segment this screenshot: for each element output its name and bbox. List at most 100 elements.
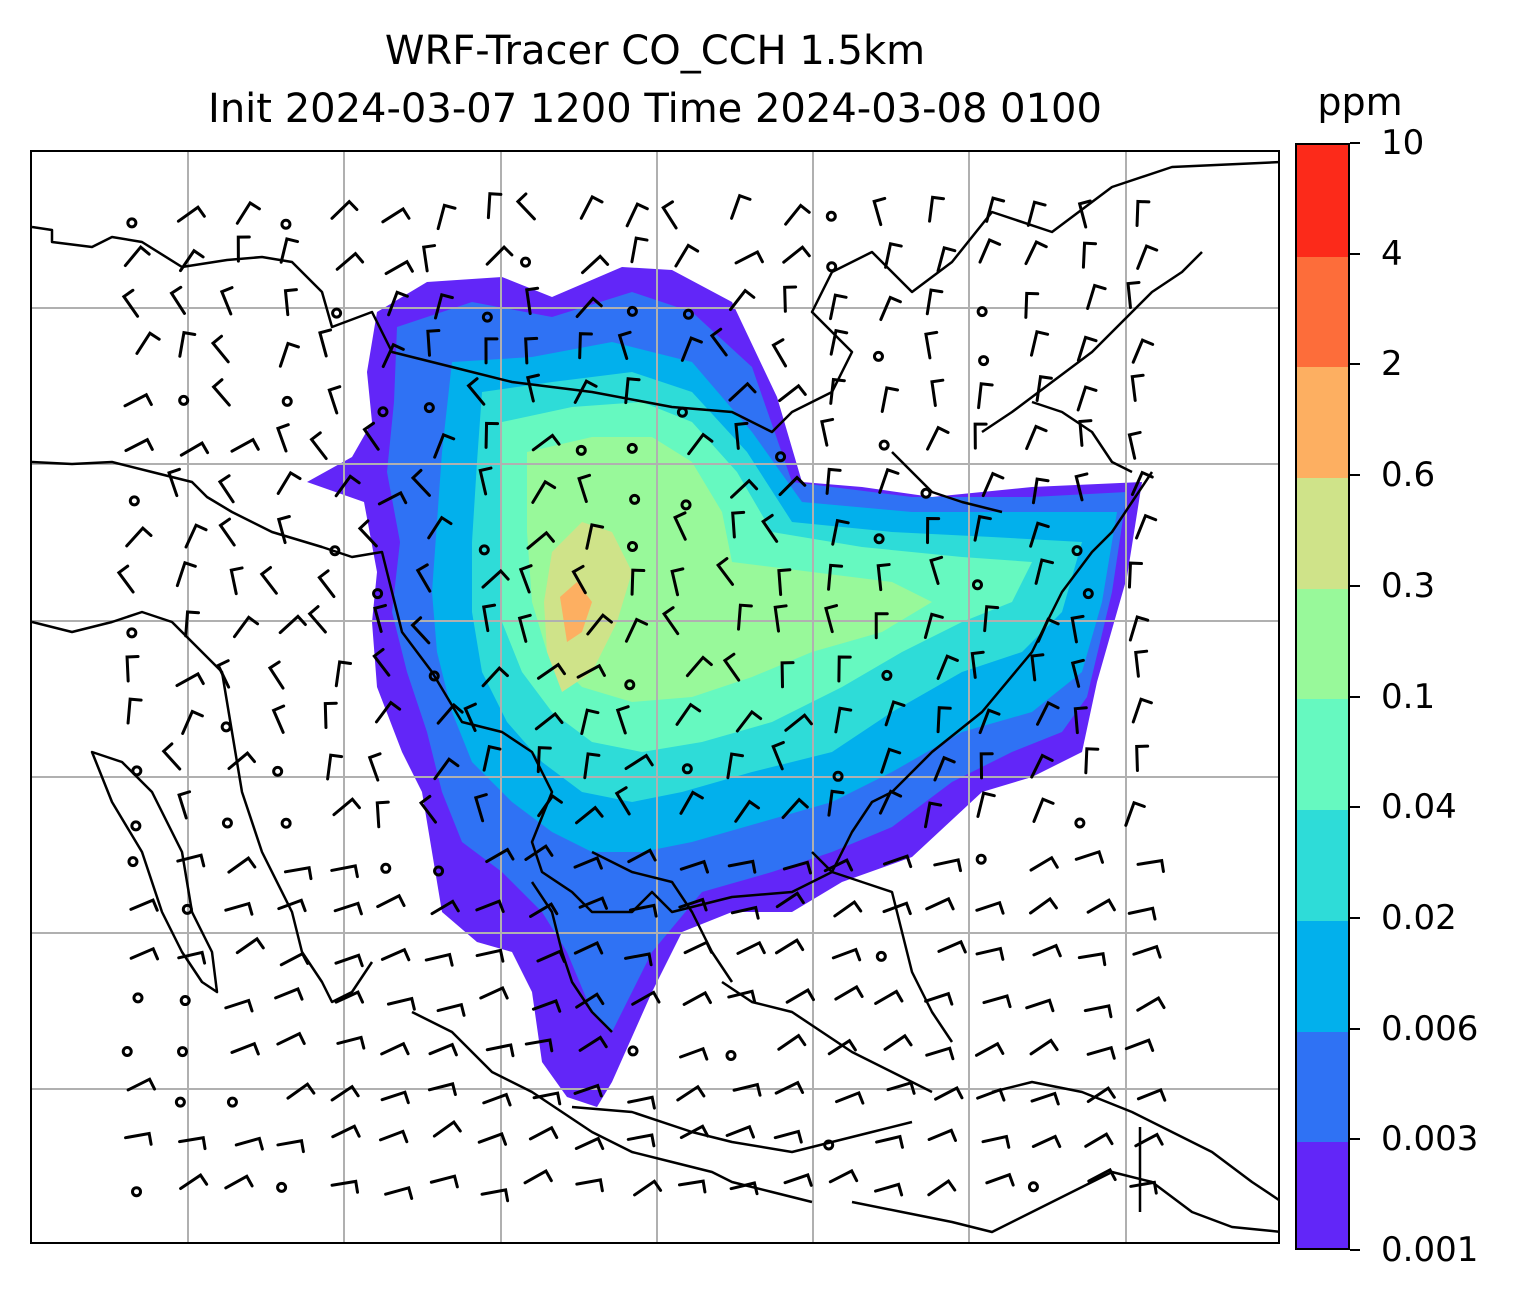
wind-barb xyxy=(735,709,763,733)
wind-barb xyxy=(334,953,364,968)
calm-wind-marker xyxy=(971,579,983,591)
wind-barb xyxy=(882,901,912,916)
wind-barb xyxy=(230,437,260,453)
wind-barb xyxy=(685,655,713,678)
wind-barb xyxy=(673,511,687,541)
wind-barb xyxy=(176,205,206,223)
wind-barb xyxy=(878,789,903,815)
wind-barb xyxy=(661,200,678,230)
wind-barb xyxy=(227,751,256,771)
wind-barb xyxy=(880,386,900,413)
wind-barb xyxy=(837,655,852,683)
wind-barb xyxy=(1025,424,1048,451)
wind-barb xyxy=(276,470,302,495)
wind-barb xyxy=(627,1095,656,1110)
map-panel xyxy=(30,150,1280,1244)
wind-barb xyxy=(377,490,408,506)
map-title-line1: WRF-Tracer CO_CCH 1.5km xyxy=(384,28,926,74)
wind-barb xyxy=(578,332,593,360)
wind-barb xyxy=(925,288,944,316)
wind-barb xyxy=(774,1080,805,1095)
wind-barb xyxy=(1127,430,1142,460)
wind-barb xyxy=(783,1173,813,1187)
wind-barb xyxy=(1136,244,1159,270)
wind-barb xyxy=(884,242,903,269)
wind-barb xyxy=(367,752,382,782)
wind-barb xyxy=(1126,280,1141,309)
wind-barb xyxy=(426,329,441,357)
wind-barb xyxy=(734,799,761,823)
wind-barb xyxy=(336,1035,366,1050)
calm-wind-marker xyxy=(626,305,638,317)
wind-barb xyxy=(575,992,605,1009)
calm-wind-marker xyxy=(920,487,932,499)
wind-barb xyxy=(778,383,807,403)
calm-wind-marker xyxy=(423,402,435,414)
wind-barb xyxy=(936,246,957,273)
wind-barb xyxy=(181,709,204,735)
calm-wind-marker xyxy=(1027,1181,1039,1193)
calm-wind-marker xyxy=(126,627,138,639)
wind-barb xyxy=(531,999,562,1013)
wind-barb xyxy=(236,235,251,263)
wind-barb xyxy=(983,605,1000,633)
wind-barb xyxy=(573,856,603,870)
wind-barb xyxy=(436,203,457,231)
wind-barb xyxy=(880,747,902,774)
wind-barb xyxy=(428,1042,458,1057)
wind-barb xyxy=(624,617,649,643)
wind-barb xyxy=(230,1041,260,1056)
wind-barb xyxy=(781,797,809,819)
wind-barb xyxy=(485,847,515,864)
wind-barb xyxy=(1086,898,1116,914)
calm-wind-marker xyxy=(872,350,884,362)
wind-barb xyxy=(573,1083,603,1098)
wind-barb xyxy=(1136,858,1165,873)
wind-barb xyxy=(380,947,411,962)
colorbar-tick-label: 0.6 xyxy=(1381,455,1436,496)
wind-barb xyxy=(1136,996,1166,1012)
calm-wind-marker xyxy=(725,1049,737,1061)
wind-barb xyxy=(1030,753,1054,779)
wind-barb xyxy=(283,288,298,317)
wind-barb xyxy=(827,1038,857,1056)
wind-barb xyxy=(224,1174,254,1190)
colorbar-segment xyxy=(1297,1030,1348,1143)
wind-barb xyxy=(1074,849,1104,864)
wind-barb xyxy=(210,334,230,364)
wind-barb xyxy=(679,1046,709,1061)
wind-barb xyxy=(775,891,805,909)
map-canvas xyxy=(32,152,1278,1242)
wind-barb xyxy=(731,510,746,539)
wind-barb xyxy=(278,614,307,635)
wind-barb xyxy=(979,752,994,780)
colorbar-tick-label: 0.1 xyxy=(1381,676,1436,717)
wind-barb xyxy=(518,564,533,594)
wind-barb xyxy=(485,245,514,266)
calm-wind-marker xyxy=(1071,545,1083,557)
wind-barb xyxy=(627,848,657,864)
wind-barb xyxy=(730,478,759,499)
wind-barb xyxy=(429,1174,459,1189)
wind-barb xyxy=(1084,747,1100,775)
colorbar-tick-label: 0.001 xyxy=(1381,1230,1479,1270)
wind-barb xyxy=(481,568,510,589)
gridlines xyxy=(32,152,1278,1242)
wind-barb xyxy=(279,951,310,967)
calm-wind-marker xyxy=(174,1096,186,1108)
wind-barb xyxy=(1130,373,1145,402)
wind-barb xyxy=(524,336,539,365)
wind-barb xyxy=(211,378,231,407)
wind-barb xyxy=(680,336,703,362)
wind-barb xyxy=(234,1136,264,1151)
wind-barb xyxy=(526,530,555,550)
wind-barb xyxy=(276,1031,306,1046)
wind-barb xyxy=(575,296,603,318)
calm-wind-marker xyxy=(220,721,232,733)
wind-barb xyxy=(884,700,906,727)
wind-barb xyxy=(828,1168,859,1184)
wind-barb xyxy=(1124,800,1146,827)
wind-barb xyxy=(278,341,300,368)
wind-barb xyxy=(829,328,849,356)
wind-barb xyxy=(982,994,1012,1009)
